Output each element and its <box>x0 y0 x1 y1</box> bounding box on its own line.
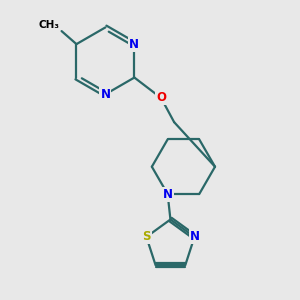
Text: N: N <box>163 188 172 201</box>
Text: N: N <box>100 88 110 101</box>
Text: N: N <box>190 230 200 243</box>
Text: CH₃: CH₃ <box>39 20 60 30</box>
Text: N: N <box>129 38 140 51</box>
Text: S: S <box>142 230 151 243</box>
Text: O: O <box>156 92 166 104</box>
